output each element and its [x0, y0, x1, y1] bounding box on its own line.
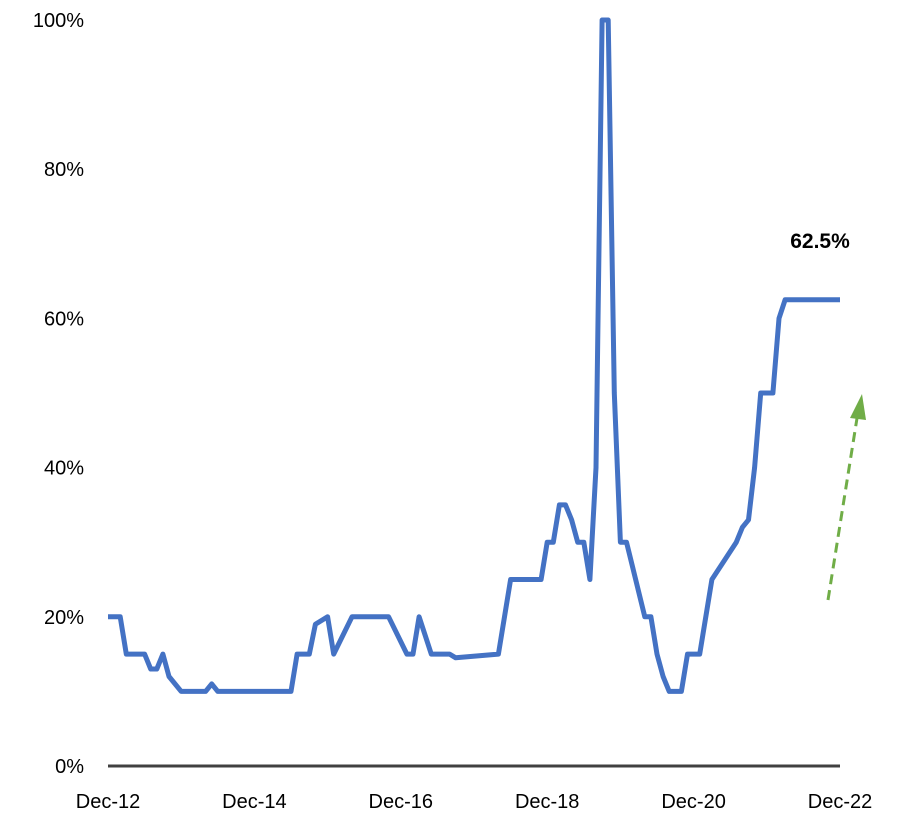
last-value-label: 62.5%	[790, 230, 850, 253]
y-axis-ticks: 0% 20% 40% 60% 80% 100%	[33, 10, 84, 778]
x-tick-label: Dec-18	[515, 791, 579, 813]
series-line	[108, 17, 840, 694]
x-tick-label: Dec-12	[76, 791, 140, 813]
y-tick-label: 0%	[55, 756, 84, 778]
x-tick-label: Dec-14	[222, 791, 286, 813]
y-tick-label: 20%	[44, 607, 84, 629]
x-axis-ticks: Dec-12 Dec-14 Dec-16 Dec-18 Dec-20 Dec-22	[76, 791, 872, 813]
trend-arrow-line	[826, 411, 860, 601]
series-group	[108, 17, 840, 694]
y-tick-label: 100%	[33, 10, 84, 32]
trend-arrow-head	[850, 394, 866, 420]
y-tick-label: 60%	[44, 308, 84, 330]
y-tick-label: 40%	[44, 458, 84, 480]
y-tick-label: 80%	[44, 159, 84, 181]
x-tick-label: Dec-22	[808, 791, 872, 813]
trend-arrow	[826, 394, 866, 601]
x-tick-label: Dec-16	[369, 791, 433, 813]
x-tick-label: Dec-20	[661, 791, 725, 813]
